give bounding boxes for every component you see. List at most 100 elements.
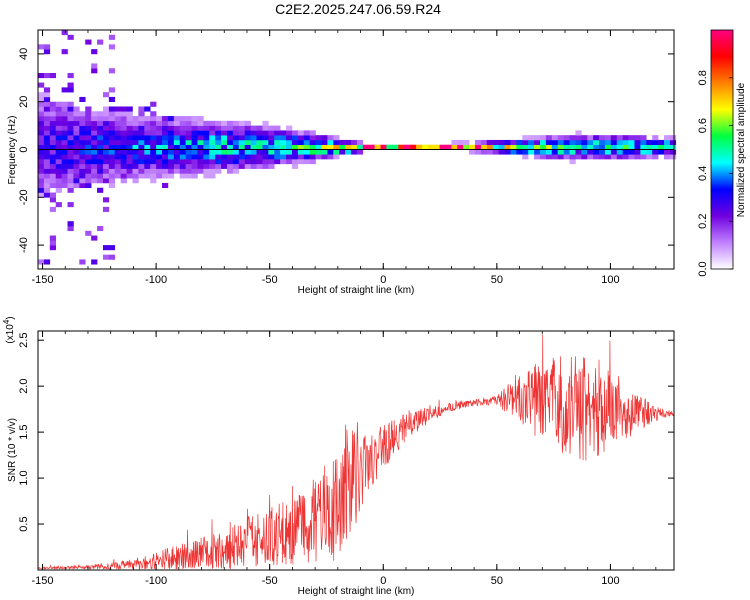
spectrogram-cell <box>244 159 251 165</box>
snr-xtick-label: -150 <box>32 575 54 587</box>
spectrogram-cell <box>49 130 57 136</box>
spectrogram-cell <box>102 135 110 141</box>
spectrogram-cell <box>291 163 299 169</box>
spectrogram-cell <box>480 149 488 155</box>
spectrogram-cell <box>575 139 582 146</box>
spectrogram-cell <box>545 139 553 146</box>
spectrogram-cell <box>191 116 198 122</box>
spectrogram-cell <box>628 154 635 160</box>
spectrogram-cell <box>197 154 204 160</box>
spectrogram-cell <box>73 173 80 179</box>
spectrogram-cell <box>634 135 641 141</box>
spectrogram-cell <box>61 182 68 189</box>
spec-xtick-label: -150 <box>32 274 54 286</box>
spectrogram-cell <box>209 149 216 155</box>
snr-xtick-label: -50 <box>262 575 278 587</box>
spectrogram-cell <box>138 159 145 165</box>
spectrogram-cell <box>138 111 145 117</box>
spectrogram-cell <box>226 139 234 146</box>
spectrogram-cell <box>297 139 305 146</box>
spectrogram-cell <box>510 149 517 155</box>
spectrogram-cell <box>539 149 547 155</box>
spectrogram-cell <box>197 135 204 141</box>
spectrogram-cell <box>55 111 62 117</box>
spectrogram-cell <box>203 154 210 160</box>
spectrogram-cell <box>49 178 57 184</box>
spectrogram-cell <box>97 149 104 155</box>
spectrogram-cell <box>167 173 175 179</box>
spectrogram-cell <box>67 225 74 232</box>
spectrogram-cell <box>85 178 92 184</box>
spectrogram-cell <box>126 120 133 126</box>
spectrogram-cell <box>67 163 74 169</box>
spectrogram-cell <box>61 144 68 150</box>
spectrogram-cell <box>138 144 145 150</box>
spectrogram-cell <box>534 149 541 155</box>
snr-series-line <box>37 334 675 571</box>
spectrogram-cell <box>73 182 80 189</box>
spectrogram-cell <box>97 144 104 150</box>
spectrogram-cell <box>179 120 186 126</box>
spectrogram-cell <box>43 116 51 122</box>
spectrogram-cell <box>303 149 310 155</box>
spectrogram-cell <box>97 39 104 45</box>
spectrogram-cell <box>179 125 186 131</box>
spectrogram-cell <box>85 230 92 236</box>
spectrogram-ylabel: Frequency (Hz) <box>7 116 18 185</box>
spectrogram-cell <box>221 144 228 150</box>
snr-panel: -150 -100 -50 0 50 100 0.5 1.0 1.5 2.0 2.5 Height… <box>2 316 675 597</box>
spectrogram-cell <box>43 73 51 79</box>
spectrogram-cell <box>38 82 45 88</box>
spectrogram-cell <box>108 182 116 189</box>
spectrogram-cell <box>238 163 245 169</box>
spectrogram-cell <box>185 163 192 169</box>
spectrogram-cell <box>197 144 204 150</box>
spectrogram-cell <box>386 144 393 150</box>
spectrogram-cell <box>191 173 198 179</box>
spectrogram-cell <box>38 101 45 107</box>
spectrogram-cell <box>475 144 482 150</box>
spectrogram-cell <box>498 144 505 150</box>
spectrogram-cell <box>504 139 511 146</box>
spectrogram-cell <box>173 168 181 174</box>
spectrogram-cell <box>191 163 198 169</box>
spectrogram-cell <box>569 154 576 160</box>
spectrogram-cell <box>256 135 263 141</box>
spectrogram-cell <box>55 154 62 160</box>
spectrogram-cell <box>173 120 181 126</box>
snr-ytick-label: 1.0 <box>18 470 30 485</box>
spectrogram-cell <box>191 154 198 160</box>
snr-ytick-label: 1.5 <box>18 424 30 439</box>
spectrogram-cell <box>167 168 175 174</box>
spectrogram-cell <box>587 144 594 150</box>
spectrogram-cell <box>43 135 51 141</box>
spectrogram-cell <box>232 159 240 165</box>
spectrogram-cell <box>504 144 511 150</box>
spectrogram-cell <box>262 130 269 136</box>
spectrogram-cell <box>85 39 92 45</box>
spectrogram-cell <box>102 197 110 203</box>
spectrogram-cell <box>593 139 600 146</box>
spectrogram-cell <box>522 154 529 160</box>
spectrogram-cell <box>61 101 68 107</box>
spectrogram-cell <box>262 163 269 169</box>
spectrogram-cell <box>97 159 104 165</box>
spectrogram-cell <box>262 159 269 165</box>
spectrogram-cell <box>415 144 423 150</box>
spectrogram-cell <box>102 111 110 117</box>
spectrogram-cell <box>232 135 240 141</box>
spectrogram-cell <box>120 111 127 117</box>
spectrogram-cell <box>144 139 151 146</box>
spectrogram-cell <box>49 139 57 146</box>
spectrogram-cell <box>268 139 275 146</box>
spectrogram-cell <box>226 130 234 136</box>
spectrogram-cell <box>150 135 157 141</box>
spectrogram-cell <box>268 144 275 150</box>
spectrogram-cell <box>286 135 293 141</box>
spectrogram-cell <box>286 144 293 150</box>
spectrogram-cell <box>97 154 104 160</box>
spectrogram-cell <box>203 173 210 179</box>
spectrogram-cell <box>43 87 51 93</box>
spectrogram-cell <box>226 135 234 141</box>
